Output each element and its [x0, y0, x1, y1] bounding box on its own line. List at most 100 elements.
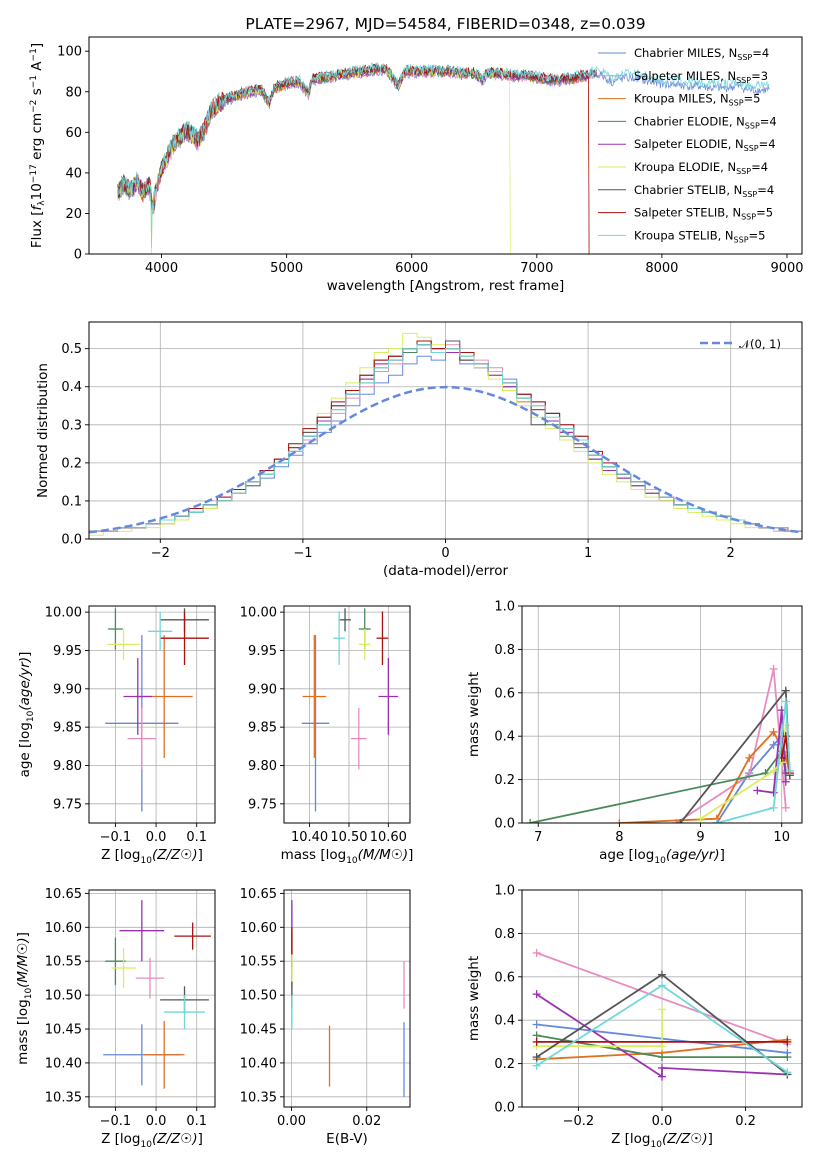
- y-tick-label: 9.85: [248, 721, 277, 736]
- y-axis-label: Flux [fλ10−17 erg cm−2 s−1 A−1]: [29, 43, 47, 248]
- error-bar-point: [174, 922, 211, 950]
- weight-marker: [781, 697, 790, 706]
- y-tick-label: 0.3: [61, 418, 82, 433]
- weight-vs-age-panel: 7 8 9 10 0.0 0.2 0.4 0.6 0.8 1.0 age [log10(age/yr…: [466, 600, 803, 866]
- x-tick-label: −0.1: [100, 1114, 132, 1129]
- error-bar-point: [108, 608, 123, 650]
- x-tick-label: 0.02: [352, 1114, 381, 1129]
- y-tick-label: 0.5: [61, 342, 82, 357]
- weight-marker: [676, 819, 685, 823]
- x-tick-label: 0.0: [146, 1114, 167, 1129]
- weight-marker: [745, 753, 754, 762]
- weight-marker: [658, 981, 666, 990]
- x-tick-label: −0.2: [563, 1114, 595, 1129]
- y-tick-label: 0.1: [61, 494, 82, 509]
- weight-marker: [658, 1072, 666, 1081]
- y-tick-label: 10.35: [240, 1090, 277, 1105]
- y-tick-label: 1.0: [494, 600, 515, 615]
- age-vs-mass-panel: 10.40 10.50 10.60 9.75 9.80 9.85 9.90 9.95 10.00…: [240, 605, 414, 866]
- x-tick-label: 10.50: [330, 830, 367, 845]
- x-tick-label: 1: [584, 546, 592, 561]
- x-tick-label: 0.0: [146, 830, 167, 845]
- axes-frame: [88, 36, 803, 255]
- y-tick-label: 10.00: [45, 606, 82, 621]
- y-tick-label: 20: [65, 207, 82, 222]
- error-bar-point: [164, 995, 205, 1030]
- weight-marker: [696, 814, 705, 823]
- weight-marker: [532, 990, 541, 999]
- axes-frame: [521, 605, 803, 824]
- weight-marker: [658, 970, 666, 979]
- chart-title: PLATE=2967, MJD=54584, FIBERID=0348, z=0…: [245, 15, 645, 33]
- x-axis-label: age [log10(age/yr)]: [599, 847, 725, 866]
- error-bar-point: [107, 629, 140, 660]
- axes-frame: [88, 605, 216, 824]
- x-axis-label: (data-model)/error: [383, 563, 509, 579]
- y-tick-label: 100: [57, 45, 82, 60]
- x-axis-label: wavelength [Angstrom, rest frame]: [327, 278, 565, 294]
- x-tick-label: 7: [534, 830, 542, 845]
- weight-marker: [769, 803, 778, 812]
- weight-marker: [769, 664, 778, 673]
- y-tick-label: 0.4: [61, 380, 82, 395]
- x-tick-label: −1: [293, 546, 312, 561]
- spectrum-series-line: [117, 63, 590, 254]
- weight-marker: [532, 948, 541, 957]
- y-tick-label: 9.75: [248, 797, 277, 812]
- error-bar-point: [302, 635, 327, 758]
- y-tick-label: 10.60: [240, 921, 277, 936]
- legend-label: Kroupa ELODIE, NSSP=4: [634, 160, 768, 176]
- legend-label: Salpeter MILES, NSSP=3: [634, 69, 768, 85]
- y-tick-label: 0.8: [494, 927, 515, 942]
- axes-frame: [88, 889, 216, 1108]
- y-axis-label: mass weight: [466, 956, 482, 1041]
- y-tick-label: 0.6: [494, 970, 515, 985]
- y-tick-label: 9.95: [53, 644, 82, 659]
- weight-marker: [769, 740, 778, 749]
- x-tick-label: 5000: [270, 261, 303, 276]
- histogram-series: [89, 344, 802, 539]
- y-tick-label: 0.6: [494, 686, 515, 701]
- y-tick-label: 0.2: [494, 1057, 515, 1072]
- x-tick-label: 0.00: [277, 1114, 306, 1129]
- x-tick-label: 0: [441, 546, 449, 561]
- y-tick-label: 0.2: [61, 456, 82, 471]
- x-tick-label: 0.2: [735, 1114, 756, 1129]
- weight-marker: [712, 819, 721, 823]
- x-axis-label: E(B-V): [326, 1131, 368, 1147]
- x-tick-label: 8: [615, 830, 623, 845]
- error-bar-point: [378, 658, 399, 735]
- y-axis-label: Normed distribution: [35, 363, 51, 498]
- axes-frame: [283, 889, 411, 1108]
- legend-label: Chabrier ELODIE, NSSP=4: [634, 114, 777, 130]
- x-tick-label: 2: [727, 546, 735, 561]
- weight-marker: [532, 1053, 541, 1062]
- spectrum-series-line: [117, 64, 511, 254]
- weight-marker: [753, 786, 762, 795]
- error-bar-point: [358, 629, 371, 660]
- weight-marker: [526, 819, 535, 823]
- weight-marker: [783, 1037, 792, 1046]
- y-tick-label: 9.90: [248, 682, 277, 697]
- weight-series-line: [536, 993, 788, 1079]
- y-tick-label: 0.0: [494, 817, 515, 832]
- y-tick-label: 10.50: [240, 989, 277, 1004]
- weight-marker: [532, 1061, 541, 1070]
- y-tick-label: 10.40: [240, 1056, 277, 1071]
- y-tick-label: 10.55: [240, 955, 277, 970]
- weight-marker: [781, 803, 790, 812]
- y-tick-label: 10.60: [45, 921, 82, 936]
- y-tick-label: 9.85: [53, 721, 82, 736]
- y-tick-label: 9.80: [53, 759, 82, 774]
- x-axis-label: mass [log10(M/M☉)]: [281, 847, 414, 866]
- y-tick-label: 10.40: [45, 1056, 82, 1071]
- y-axis-label: mass [log10(M/M☉)]: [15, 932, 34, 1065]
- error-bar-point: [119, 900, 165, 962]
- y-tick-label: 10.50: [45, 989, 82, 1004]
- y-tick-label: 9.75: [53, 797, 82, 812]
- y-axis-label: age [log10(age/yr)]: [17, 652, 36, 778]
- error-bar-point: [376, 611, 389, 666]
- error-bar-point: [127, 707, 157, 770]
- y-tick-label: 9.90: [53, 682, 82, 697]
- x-tick-label: 8000: [645, 261, 678, 276]
